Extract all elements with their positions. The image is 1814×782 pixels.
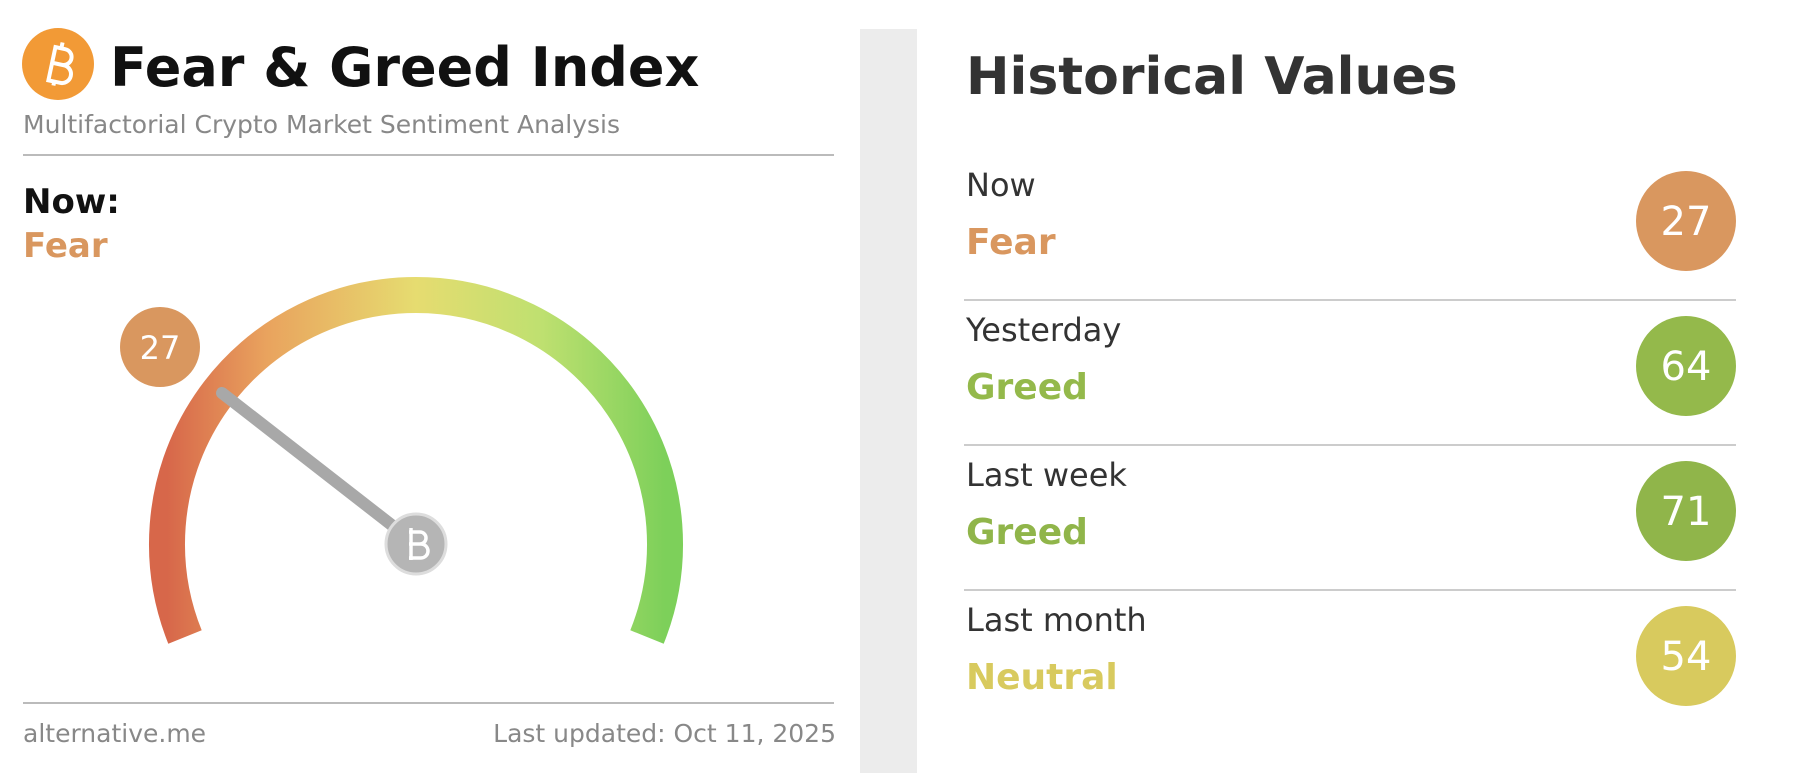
- last-updated: Last updated: Oct 11, 2025: [493, 719, 836, 748]
- row-classification: Neutral: [966, 657, 1118, 698]
- separator: [860, 29, 917, 773]
- value-text: 64: [1661, 344, 1712, 390]
- value-circle: [1636, 316, 1736, 416]
- value-circle: [1636, 606, 1736, 706]
- now-classification: Fear: [23, 226, 108, 266]
- row-label: Last month: [966, 601, 1147, 639]
- value-text: 27: [1661, 199, 1712, 245]
- now-label: Now:: [23, 182, 120, 222]
- row-label: Last week: [966, 456, 1127, 494]
- bitcoin-icon: [22, 28, 94, 100]
- value-text: 71: [1661, 489, 1712, 535]
- gauge: 27: [120, 277, 683, 644]
- history-list: Now Fear 27 Yesterday Greed 64 Last week Greed 7…: [964, 166, 1736, 706]
- row-classification: Greed: [966, 512, 1088, 553]
- source: alternative.me: [23, 719, 206, 748]
- row-label: Now: [966, 166, 1036, 204]
- row-classification: Fear: [966, 222, 1056, 263]
- title: Fear & Greed Index: [110, 36, 700, 99]
- row-label: Yesterday: [965, 311, 1121, 349]
- row-classification: Greed: [966, 367, 1088, 408]
- history-title: Historical Values: [966, 47, 1458, 107]
- value-badge-text: 27: [140, 329, 181, 367]
- value-badge: [120, 307, 200, 387]
- value-text: 54: [1661, 634, 1712, 680]
- value-circle: [1636, 461, 1736, 561]
- subtitle: Multifactorial Crypto Market Sentiment A…: [23, 110, 620, 139]
- needle: [216, 387, 422, 550]
- value-circle: [1636, 171, 1736, 271]
